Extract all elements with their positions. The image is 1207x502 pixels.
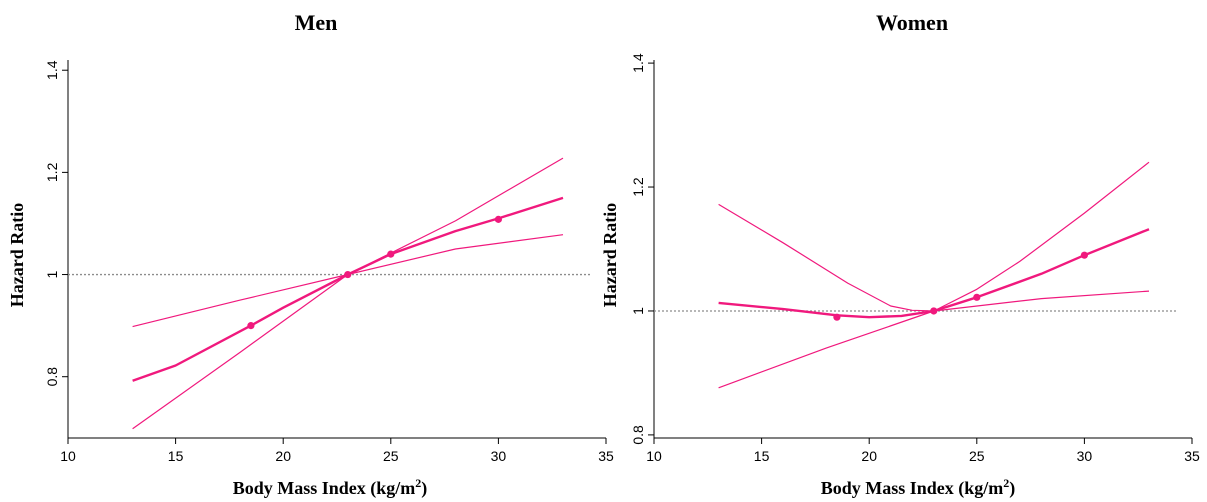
y-tick-label: 0.8 [44,367,60,387]
x-tick-label: 30 [491,448,507,464]
x-tick-label: 25 [383,448,399,464]
x-tick-label: 25 [969,448,985,464]
plot-area: 10 15 20 25 30 35 0.8 1 1.2 1.4 [44,60,614,464]
y-axis-label: Hazard Ratio [600,203,620,307]
estimate-curve [132,196,564,382]
y-tick-label: 1.4 [44,60,60,80]
x-tick-label: 10 [60,448,76,464]
x-tick-label: 15 [168,448,184,464]
plot-area: 10 15 20 25 30 35 0.8 1 1.2 1.4 [630,53,1200,464]
x-tick-label: 35 [1184,448,1200,464]
data-point [1080,251,1088,259]
chart-panel-women: Women 10 15 20 25 30 35 0.8 1 1.2 1.4 Body Mass I… [600,10,1200,499]
data-point [973,293,981,301]
x-tick-label: 20 [861,448,877,464]
chart-title: Women [876,10,948,35]
lower-ci-curve [718,290,1150,389]
data-point [833,313,841,321]
upper-ci-curve [718,161,1150,312]
y-tick-label: 1.2 [44,162,60,182]
data-point [247,322,255,330]
x-tick-label: 10 [646,448,662,464]
data-point [387,250,395,258]
data-point [494,215,502,223]
estimate-curve [718,228,1150,319]
y-tick-label: 1.4 [630,53,646,73]
y-tick-label: 0.8 [630,425,646,445]
lower-ci-curve [132,234,564,430]
y-tick-label: 1 [630,307,646,315]
upper-ci-curve [132,157,564,328]
y-tick-label: 1 [44,270,60,278]
y-tick-label: 1.2 [630,177,646,197]
x-axis-label: Body Mass Index (kg/m2) [233,476,428,499]
y-axis-label: Hazard Ratio [7,203,27,307]
x-tick-label: 35 [598,448,614,464]
chart-panel-men: Men 10 15 20 25 30 35 0.8 1 1.2 1.4 Body Mass Ind… [7,10,614,499]
data-point [344,270,352,279]
x-tick-label: 15 [754,448,770,464]
chart-title: Men [295,10,338,35]
x-tick-label: 20 [275,448,291,464]
x-tick-label: 30 [1077,448,1093,464]
data-point [930,307,938,315]
x-axis-label: Body Mass Index (kg/m2) [821,476,1016,499]
